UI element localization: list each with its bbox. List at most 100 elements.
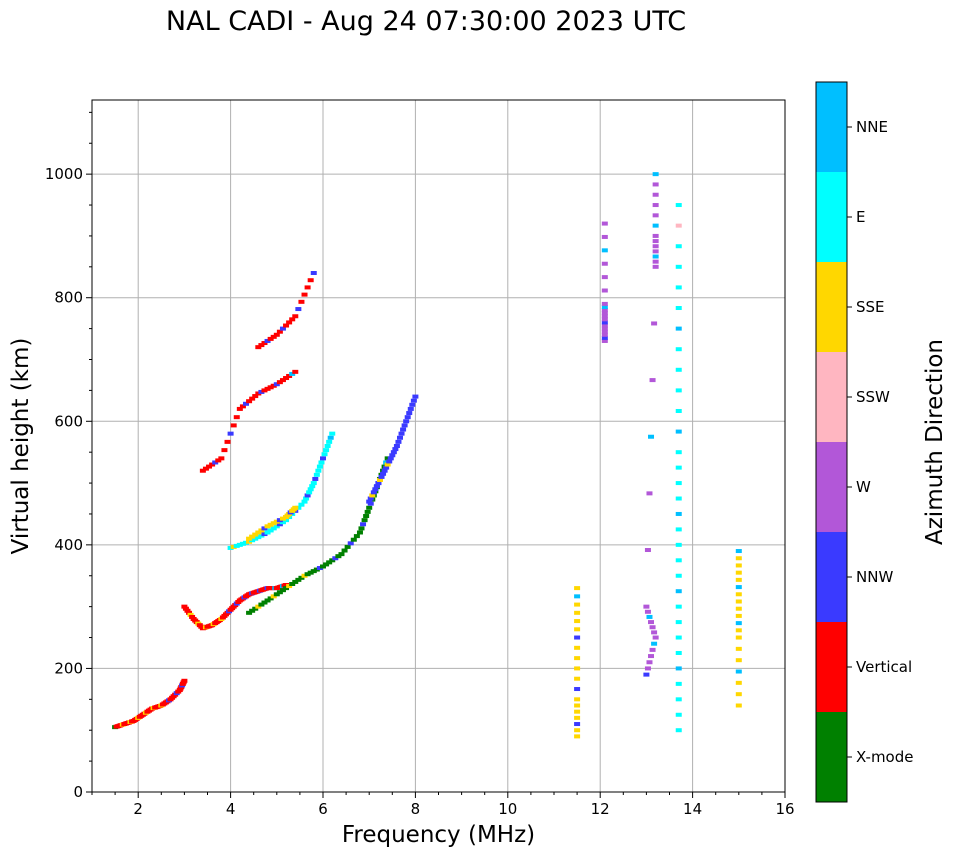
data-point [255,345,262,350]
data-point [326,560,333,565]
data-point [735,606,742,611]
data-point [366,505,373,510]
data-point [218,456,225,461]
data-point [574,687,581,692]
data-point [406,411,413,416]
data-point [735,563,742,568]
data-point [283,586,290,591]
data-point [249,608,256,613]
y-tick-label: 200 [54,659,83,677]
data-point [270,383,277,388]
data-point [309,484,316,489]
data-point [267,385,274,390]
data-point [400,427,407,432]
data-point [574,586,581,591]
data-point [675,527,682,532]
data-point [304,572,311,577]
data-point [675,429,682,434]
data-point [380,471,387,476]
data-point [401,423,408,428]
data-point [644,548,651,553]
data-point [574,722,581,727]
data-point [574,635,581,640]
data-point [675,604,682,609]
data-point [258,343,265,348]
data-point [407,406,414,411]
colorbar-tick-label: W [856,478,871,496]
data-point [186,610,193,615]
data-point [651,321,658,326]
data-point [344,544,351,549]
data-point [675,481,682,486]
data-point [252,606,259,611]
data-point [315,468,322,473]
data-point [652,213,659,218]
data-point [574,627,581,632]
data-point [675,450,682,455]
data-point [574,656,581,661]
data-point [356,530,363,535]
data-point [601,317,608,322]
data-point [295,577,302,582]
data-point [675,666,682,671]
data-point [649,625,656,630]
data-point [574,666,581,671]
data-point [233,543,240,548]
data-point [646,614,653,619]
data-point [646,491,653,496]
colorbar-label: Azimuth Direction [922,339,948,545]
data-point [367,501,374,506]
data-point [233,415,240,420]
colorbar-tick-label: SSW [856,388,890,406]
data-point [601,261,608,266]
x-tick-label: 8 [411,800,421,818]
data-point [255,530,262,535]
data-point [321,452,328,457]
data-point [735,680,742,685]
data-point [652,264,659,269]
data-point [313,472,320,477]
colorbar-frame [815,81,848,803]
data-point [286,373,293,378]
data-point [261,341,268,346]
data-point [276,590,283,595]
data-point [601,314,608,319]
data-point [735,592,742,597]
data-point [298,575,305,580]
data-point [601,301,608,306]
data-point [648,434,655,439]
data-point [246,539,253,544]
data-point [601,248,608,253]
data-point [279,516,286,521]
data-point [651,641,658,646]
data-point [735,692,742,697]
data-point [649,378,656,383]
data-point [409,402,416,407]
data-point [286,584,293,589]
x-tick-label: 12 [591,800,610,818]
data-point [675,573,682,578]
data-point [286,320,293,325]
data-point [735,585,742,590]
data-point [255,535,262,540]
colorbar-tick-label: Vertical [856,658,912,676]
data-point [373,484,380,489]
data-point [267,336,274,341]
data-point [338,552,345,557]
data-point [283,583,290,588]
data-point [273,332,280,337]
axis-ticks: 2 4 6 8 10 12 14 16 0 200 400 600 800 1000 [45,111,795,818]
data-point [601,338,608,343]
data-point [398,431,405,436]
data-point [350,537,357,542]
data-point [279,378,286,383]
data-point [182,606,189,611]
data-point [735,646,742,651]
data-point [239,404,246,409]
data-point [316,464,323,469]
data-point [249,538,256,543]
data-point [318,460,325,465]
data-point [252,394,259,399]
data-point [283,323,290,328]
